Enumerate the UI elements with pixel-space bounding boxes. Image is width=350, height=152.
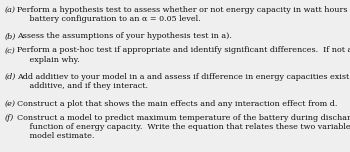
Text: Assess the assumptions of your hypothesis test in a).: Assess the assumptions of your hypothesi…	[17, 32, 232, 40]
Text: (d): (d)	[4, 73, 15, 81]
Text: Add additiev to your model in a and assess if difference in energy capacities ex: Add additiev to your model in a and asse…	[17, 73, 350, 90]
Text: Construct a plot that shows the main effects and any interaction effect from d.: Construct a plot that shows the main eff…	[17, 100, 337, 108]
Text: (a): (a)	[4, 6, 15, 14]
Text: Perform a hypothesis test to assess whether or not energy capacity in watt hours: Perform a hypothesis test to assess whet…	[17, 6, 350, 23]
Text: (f): (f)	[4, 114, 13, 122]
Text: Perform a post-hoc test if appropriate and identify significant differences.  If: Perform a post-hoc test if appropriate a…	[17, 46, 350, 64]
Text: Construct a model to predict maximum temperature of the battery during discharge: Construct a model to predict maximum tem…	[17, 114, 350, 140]
Text: (c): (c)	[4, 46, 15, 54]
Text: (e): (e)	[4, 100, 15, 108]
Text: (b): (b)	[4, 32, 15, 40]
